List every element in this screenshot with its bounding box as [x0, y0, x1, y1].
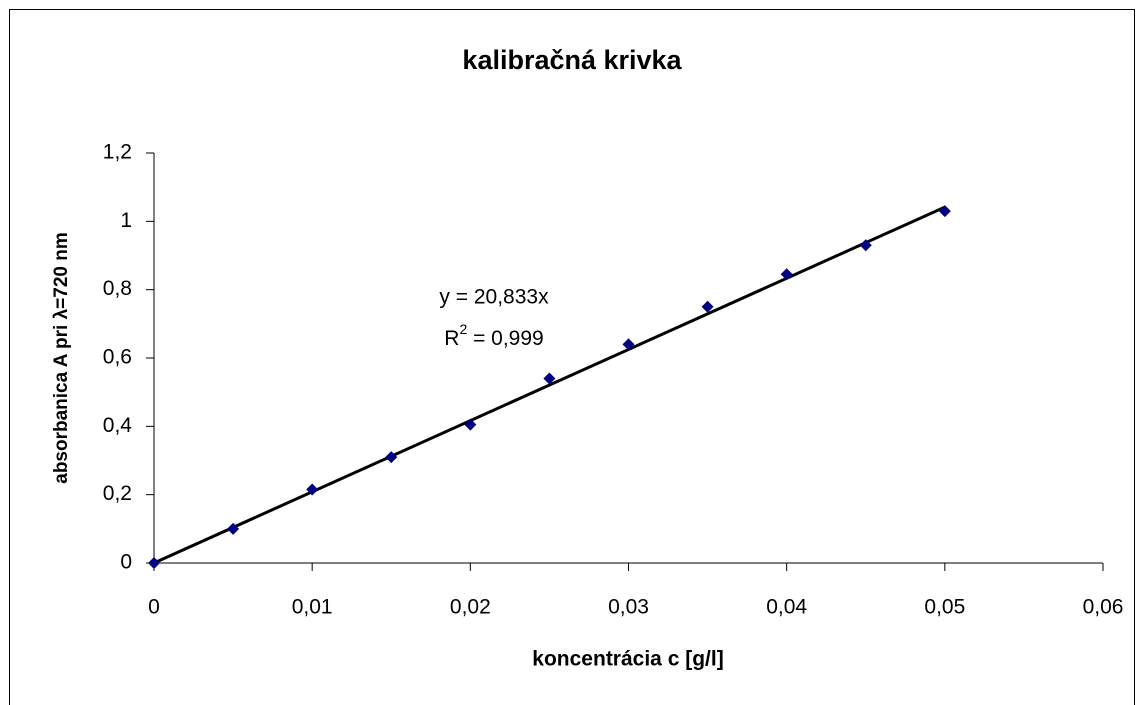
- data-point: [306, 483, 319, 496]
- r2-text: R: [444, 327, 459, 350]
- r2-sup: 2: [459, 321, 467, 337]
- x-tick-label: 0: [148, 596, 160, 619]
- x-tick-label: 0,02: [450, 596, 491, 619]
- y-tick-label: 0,8: [103, 277, 132, 300]
- x-tick-label: 0,01: [292, 596, 333, 619]
- y-tick-label: 1,2: [103, 141, 132, 164]
- y-tick-label: 0,4: [103, 414, 133, 437]
- trendline-equation: y = 20,833x: [439, 286, 549, 309]
- x-tick-label: 0,03: [608, 596, 649, 619]
- data-point: [859, 239, 872, 252]
- chart-title: kalibračná krivka: [462, 45, 682, 75]
- data-point: [622, 338, 635, 351]
- data-point: [227, 522, 240, 535]
- data-point: [148, 557, 160, 569]
- trendline: [153, 205, 946, 565]
- data-point: [543, 372, 556, 385]
- data-point: [938, 205, 951, 218]
- data-point: [385, 451, 398, 464]
- r-squared: R2 = 0,999: [444, 321, 543, 350]
- x-tick-label: 0,05: [924, 596, 965, 619]
- y-tick-label: 0: [120, 551, 132, 574]
- r2-text: = 0,999: [467, 327, 543, 350]
- y-tick-label: 0,2: [103, 482, 132, 505]
- y-tick-label: 1: [120, 209, 132, 232]
- y-axis-label: absorbanica A pri λ=720 nm: [51, 232, 72, 484]
- y-tick-label: 0,6: [103, 346, 132, 369]
- x-tick-label: 0,06: [1083, 596, 1124, 619]
- data-point: [701, 300, 714, 313]
- x-tick-label: 0,04: [766, 596, 807, 619]
- chart-border: [9, 9, 1135, 705]
- data-point: [780, 268, 793, 281]
- data-point: [464, 418, 477, 431]
- x-axis-label: koncentrácia c [g/l]: [532, 648, 723, 671]
